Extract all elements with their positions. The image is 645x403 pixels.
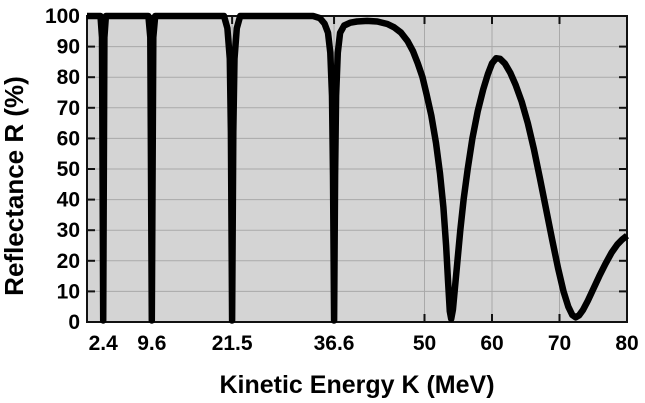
y-tick-label: 0 <box>68 311 80 334</box>
y-tick-label: 100 <box>45 5 80 28</box>
y-tick-label: 40 <box>57 189 80 212</box>
x-tick-label: 9.6 <box>137 332 166 355</box>
x-tick-label: 60 <box>480 332 503 355</box>
x-tick-label: 70 <box>548 332 571 355</box>
y-tick-label: 70 <box>57 97 80 120</box>
y-tick-label: 80 <box>57 66 80 89</box>
y-tick-label: 60 <box>57 127 80 150</box>
x-tick-label: 36.6 <box>314 332 355 355</box>
y-axis-title: Reflectance R (%) <box>0 76 29 296</box>
y-tick-label: 10 <box>57 280 80 303</box>
reflectance-curve <box>87 12 630 324</box>
x-tick-label: 21.5 <box>212 332 253 355</box>
y-tick-label: 20 <box>57 250 80 273</box>
x-tick-label: 80 <box>615 332 638 355</box>
y-tick-label: 50 <box>57 158 80 181</box>
x-tick-label: 2.4 <box>89 332 119 355</box>
x-tick-label: 50 <box>413 332 436 355</box>
y-tick-label: 30 <box>57 219 80 242</box>
y-tick-label: 90 <box>57 36 80 59</box>
x-axis-title: Kinetic Energy K (MeV) <box>219 371 494 399</box>
